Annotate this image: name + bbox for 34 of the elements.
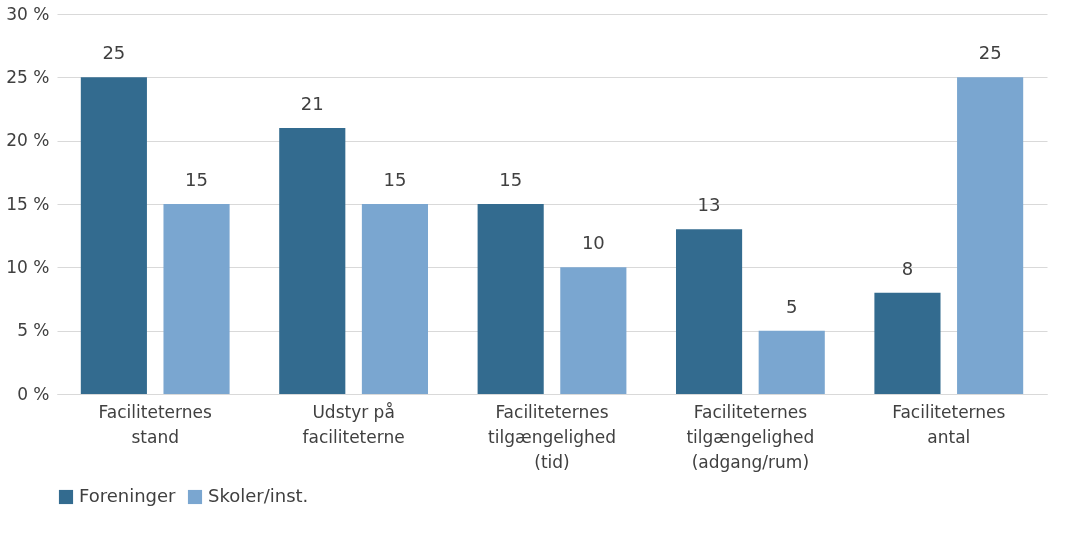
bar xyxy=(957,77,1024,394)
y-tick-label: 10 % xyxy=(6,256,50,277)
data-label: 25 xyxy=(978,42,1002,64)
data-label: 8 xyxy=(901,257,914,279)
bar xyxy=(361,204,428,394)
data-label: 15 xyxy=(499,169,523,190)
bar xyxy=(676,229,743,394)
bar xyxy=(560,267,627,394)
y-tick-label: 20 % xyxy=(6,130,50,151)
y-tick-label: 0 % xyxy=(17,383,50,404)
data-label: 21 xyxy=(300,93,324,114)
data-label: 13 xyxy=(697,194,721,216)
x-tick-label: Faciliteternes tilgængelighed (adgang/rum) xyxy=(686,401,815,472)
y-tick-label: 25 % xyxy=(6,66,50,87)
data-label: 5 xyxy=(786,295,798,317)
data-label: 15 xyxy=(383,169,407,190)
bar xyxy=(758,330,825,394)
y-tick-label: 5 % xyxy=(17,320,50,341)
data-label: 25 xyxy=(102,42,126,64)
data-label: 10 xyxy=(581,232,605,254)
legend-label: Skoler/inst. xyxy=(208,485,309,506)
y-tick-label: 30 % xyxy=(6,3,50,24)
bar xyxy=(874,292,941,394)
x-tick-label: Faciliteternes antal xyxy=(892,401,1006,447)
data-label: 15 xyxy=(185,169,208,190)
bar xyxy=(80,77,147,394)
x-tick-label: Udstyr på faciliteterne xyxy=(302,401,405,447)
y-tick-label: 15 % xyxy=(6,193,50,214)
bar xyxy=(279,128,346,394)
x-tick-label: Faciliteternes stand xyxy=(98,401,212,447)
bar xyxy=(163,204,230,394)
x-tick-label: Faciliteternes tilgængelighed (tid) xyxy=(488,401,616,472)
legend-label: Foreninger xyxy=(79,485,177,506)
bar xyxy=(477,204,544,394)
